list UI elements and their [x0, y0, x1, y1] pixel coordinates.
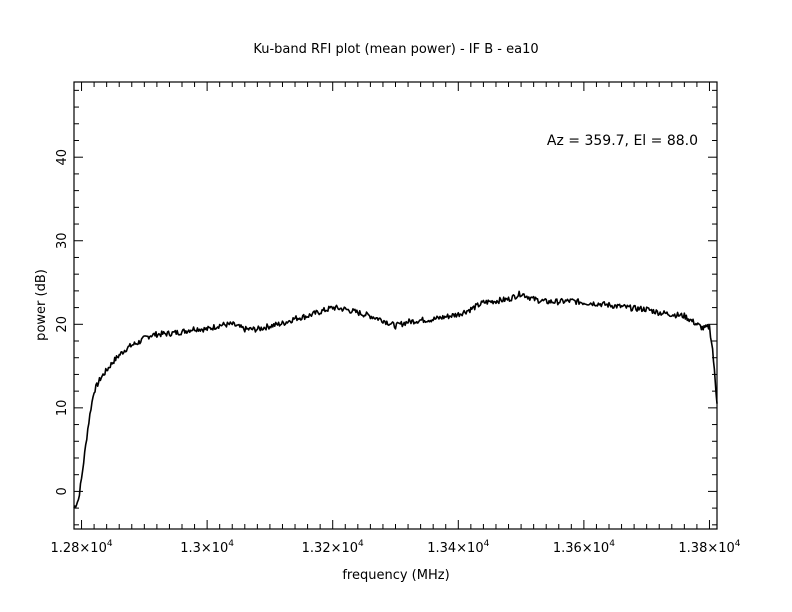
- y-tick-label: 30: [55, 232, 70, 249]
- series-group: [73, 290, 718, 509]
- x-tick-labels: 1.28×104 1.3×104 1.32×104 1.34×104 1.36×104 1…: [50, 539, 740, 556]
- position-annotation: Az = 359.7, El = 88.0: [547, 133, 698, 149]
- y-tick-label: 20: [55, 316, 70, 333]
- chart-title: Ku-band RFI plot (mean power) - IF B - e…: [253, 42, 538, 57]
- y-tick-label: 40: [55, 149, 70, 166]
- x-tick-label: 1.36×104: [553, 539, 615, 556]
- series-line: [73, 290, 718, 509]
- axis-ticks: [74, 82, 717, 529]
- y-tick-label: 0: [55, 487, 70, 495]
- x-tick-label: 1.34×104: [427, 539, 489, 556]
- y-axis-label: power (dB): [34, 269, 49, 341]
- y-tick-labels: 0 10 20 30 40: [55, 149, 70, 496]
- y-tick-label: 10: [55, 400, 70, 417]
- x-tick-label: 1.32×104: [302, 539, 364, 556]
- x-tick-label: 1.38×104: [678, 539, 740, 556]
- x-tick-label: 1.3×104: [180, 539, 234, 556]
- x-tick-label: 1.28×104: [50, 539, 112, 556]
- x-axis-label: frequency (MHz): [342, 568, 449, 583]
